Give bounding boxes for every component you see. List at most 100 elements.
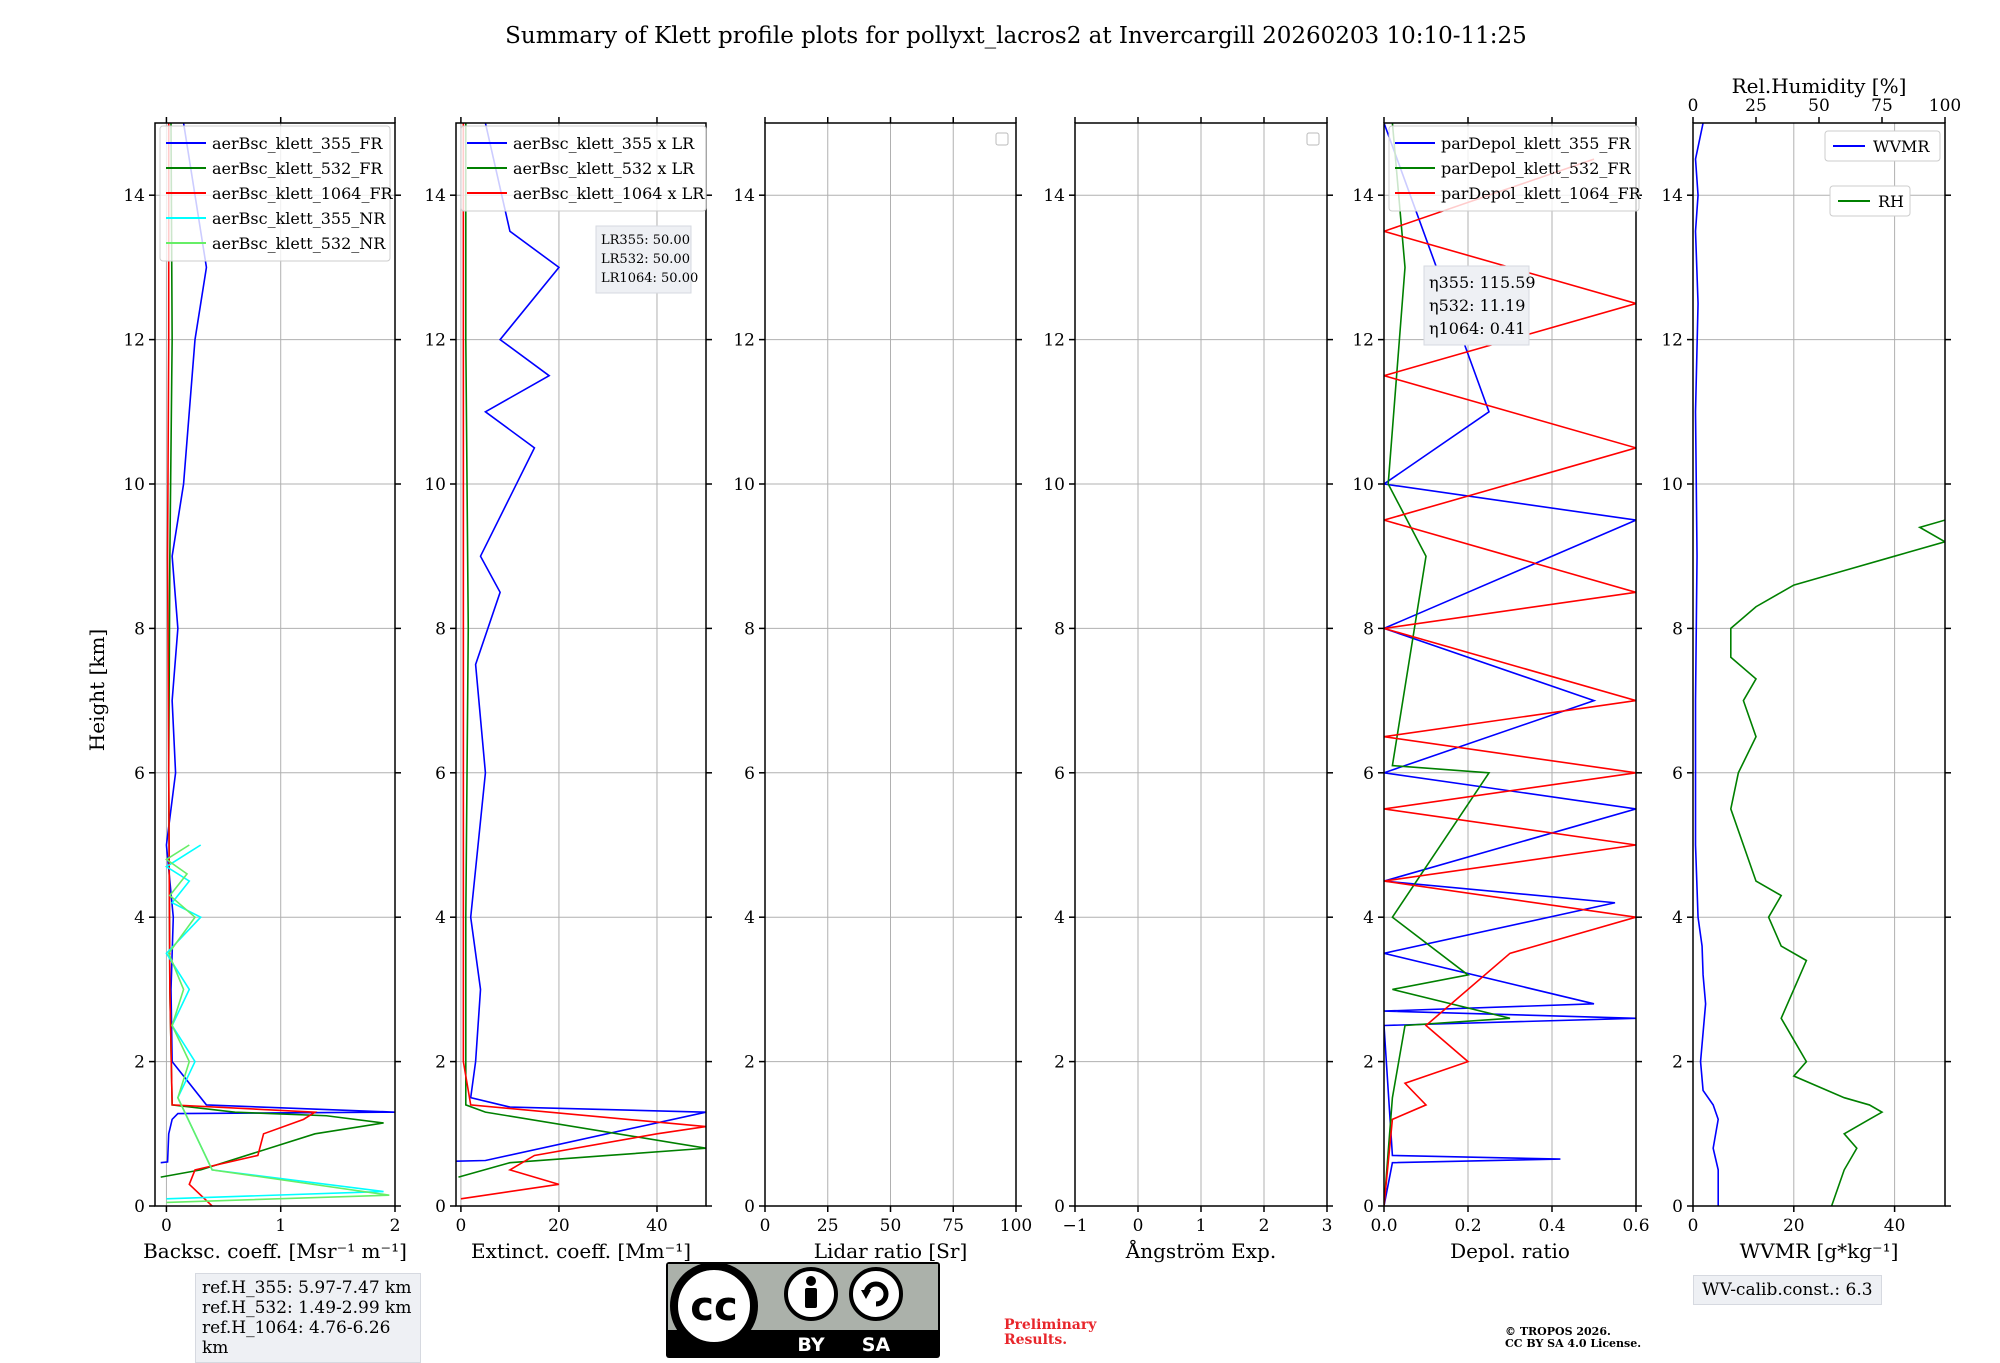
annotation-line: η532: 11.19 [1429,296,1525,315]
y-tick-label: 12 [424,331,446,351]
ref-height-1064: ref.H_1064: 4.76-6.26 km [202,1318,391,1358]
top-axis-label: Rel.Humidity [%] [1732,74,1907,98]
y-tick-label: 8 [1672,619,1683,639]
series-line-rh [1729,519,1945,1206]
y-tick-label: 8 [1054,619,1065,639]
annotation-line: η355: 115.59 [1429,273,1536,292]
legend-label: aerBsc_klett_532_NR [212,234,386,253]
y-tick-label: 4 [744,908,755,928]
preliminary-line-1: Preliminary [1004,1317,1097,1333]
y-tick-label: 12 [1043,331,1065,351]
top-x-tick-label: 25 [1745,96,1767,116]
panel-5: 0 2 4 6 8 10 12 14 0.0 0.2 0.4 0.6 Depol. ratio parDe… [1352,117,1650,1263]
wv-calibration-box: WV-calib.const.: 6.3 [1693,1275,1882,1305]
y-tick-label: 14 [424,186,446,206]
x-tick-label: 1 [1196,1216,1207,1236]
top-x-tick-label: 75 [1871,96,1893,116]
series-line-wvmr [1694,123,1720,1206]
y-tick-label: 8 [1363,619,1374,639]
legend-label: parDepol_klett_532_FR [1441,159,1632,178]
copyright-note: © TROPOS 2026. CC BY SA 4.0 License. [1505,1326,1641,1350]
panel-6: 0 2 4 6 8 10 12 14 0 20 40 0 25 50 75 100 Rel.Humidity [… [1661,74,1961,1263]
y-tick-label: 2 [744,1053,755,1073]
y-tick-label: 4 [1672,908,1683,928]
figure-title: Summary of Klett profile plots for polly… [505,23,1527,49]
y-tick-label: 6 [134,764,145,784]
x-tick-label: 75 [942,1216,964,1236]
y-tick-label: 4 [435,908,446,928]
series-line-aerbsc-klett-355-fr [160,123,395,1164]
y-tick-label: 6 [1672,764,1683,784]
x-tick-label: 0.2 [1454,1216,1481,1236]
series-line-aerbsc-klett-532-fr [160,123,384,1178]
preliminary-line-2: Results. [1004,1332,1068,1348]
legend-label: aerBsc_klett_532_FR [212,159,383,178]
share-alike-icon [849,1267,903,1321]
y-tick-label: 0 [134,1197,145,1217]
y-tick-label: 2 [1054,1053,1065,1073]
legend-label: parDepol_klett_1064_FR [1441,184,1642,203]
y-tick-label: 12 [733,331,755,351]
reference-height-box: ref.H_355: 5.97-7.47 km ref.H_532: 1.49-… [195,1273,421,1363]
x-tick-label: 50 [880,1216,902,1236]
series-line-355 [456,123,706,1163]
y-tick-label: 10 [424,475,446,495]
series-line-aerbsc-klett-1064-fr [166,123,318,1206]
x-tick-label: 0.4 [1538,1216,1565,1236]
x-tick-label: 0 [1133,1216,1144,1236]
y-tick-label: 4 [134,908,145,928]
empty-legend-box [1306,132,1320,146]
x-tick-label: 0.6 [1622,1216,1649,1236]
y-tick-label: 6 [744,764,755,784]
series-line-aerbsc-klett-532-nr [164,844,390,1204]
axes-frame [764,122,1017,1207]
x-tick-label: 100 [1000,1216,1032,1236]
annotation-line: LR355: 50.00 [601,233,690,248]
copyright-line-1: © TROPOS 2026. [1505,1325,1611,1338]
y-tick-label: 14 [733,186,755,206]
annotation-box: η355: 115.59 η532: 11.19 η1064: 0.41 [1423,265,1536,346]
y-axis-label: Height [km] [85,629,109,751]
x-tick-label: 0 [1688,1216,1699,1236]
y-tick-label: 0 [1363,1197,1374,1217]
y-tick-label: 2 [1672,1053,1683,1073]
x-axis-label: Extinct. coeff. [Mm⁻¹] [471,1239,691,1263]
x-tick-label: 2 [390,1216,401,1236]
empty-legend-box [995,132,1009,146]
x-axis-label: Depol. ratio [1450,1239,1570,1263]
ref-height-532: ref.H_532: 1.49-2.99 km [202,1298,412,1318]
axes-frame [455,122,707,1207]
legend: aerBsc_klett_355 x LR aerBsc_klett_532 x … [460,125,707,212]
y-tick-label: 2 [435,1053,446,1073]
legend-label: aerBsc_klett_355_FR [212,134,383,153]
badge-sa-label: SA [862,1334,891,1356]
annotation-line: LR1064: 50.00 [601,271,698,286]
ref-height-355: ref.H_355: 5.97-7.47 km [202,1278,412,1298]
x-tick-label: 25 [817,1216,839,1236]
series-line-1064 [1384,158,1636,1206]
series-line-1064 [460,123,706,1200]
y-tick-label: 8 [435,619,446,639]
annotation-line: LR532: 50.00 [601,252,690,267]
legend-label: aerBsc_klett_355_NR [212,209,386,228]
x-tick-label: 0 [455,1216,466,1236]
y-tick-label: 12 [1352,331,1374,351]
y-tick-label: 14 [1043,186,1065,206]
cc-logo-icon [670,1262,758,1350]
y-tick-label: 0 [435,1197,446,1217]
y-tick-label: 4 [1054,908,1065,928]
badge-by-label: BY [797,1334,824,1356]
legend-label: aerBsc_klett_355 x LR [513,134,695,153]
top-x-tick-label: 0 [1688,96,1699,116]
legend: aerBsc_klett_355_FR aerBsc_klett_532_FRae… [159,125,394,262]
annotation-box: LR355: 50.00 LR532: 50.00 LR1064: 50.00 [595,225,698,294]
y-tick-label: 14 [1661,186,1683,206]
y-tick-label: 6 [1054,764,1065,784]
x-tick-label: 2 [1259,1216,1270,1236]
y-tick-label: 0 [1672,1197,1683,1217]
y-tick-label: 10 [1352,475,1374,495]
y-tick-label: 2 [134,1053,145,1073]
y-tick-label: 8 [134,619,145,639]
